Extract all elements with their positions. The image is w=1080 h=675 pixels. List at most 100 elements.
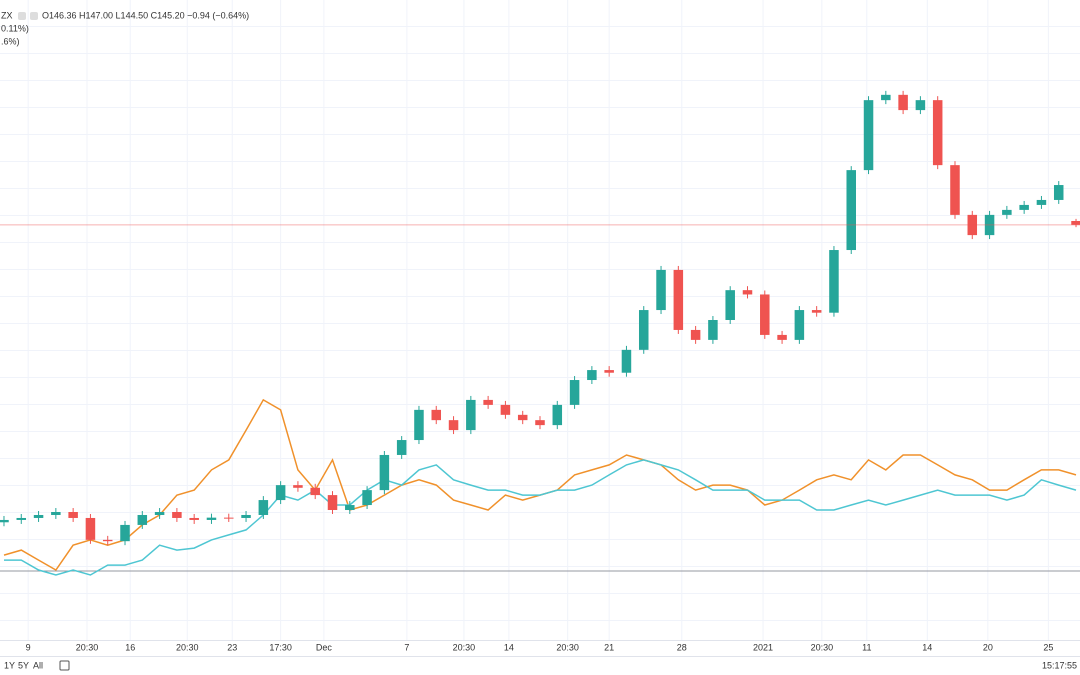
x-tick-label: 11 xyxy=(862,642,871,652)
candle-body xyxy=(0,519,9,523)
grid-background xyxy=(0,0,1080,640)
candle-body xyxy=(673,269,684,330)
plot-area xyxy=(0,0,1080,640)
date-range-icon[interactable] xyxy=(59,660,70,671)
toolbar: 1Y 5Y All 15:17:55 xyxy=(4,660,1077,671)
compare-line xyxy=(4,459,1077,576)
candle-body xyxy=(275,485,286,501)
x-tick-label: 20:30 xyxy=(811,642,834,652)
candle-body xyxy=(379,454,390,491)
candle-body xyxy=(984,214,995,236)
x-tick-label: 14 xyxy=(922,642,932,652)
legend-ohlc: O146.36 H147.00 L144.50 C145.20 −0.94 (−… xyxy=(42,10,249,20)
candle-body xyxy=(967,214,978,236)
candle-body xyxy=(362,490,372,506)
candle-body xyxy=(569,380,580,405)
x-tick-label: 14 xyxy=(504,642,514,652)
candle-body xyxy=(51,512,61,515)
candle-body xyxy=(258,500,269,515)
candle-body xyxy=(535,420,545,426)
candle-body xyxy=(932,100,943,166)
candle-body xyxy=(396,440,407,455)
legend-icon xyxy=(18,12,26,20)
candle-body xyxy=(345,505,355,511)
x-tick-label: 7 xyxy=(404,642,409,652)
candle-body xyxy=(742,290,753,295)
candle-body xyxy=(327,495,338,511)
candle-body xyxy=(1053,185,1064,200)
candle-body xyxy=(206,517,217,520)
x-tick-label: 20:30 xyxy=(176,642,199,652)
candle-body xyxy=(33,514,44,518)
range-button[interactable]: All xyxy=(33,660,43,670)
candle-body xyxy=(760,294,770,335)
candle-body xyxy=(846,170,856,251)
x-tick-label: 9 xyxy=(26,642,31,652)
x-tick-label: 20 xyxy=(983,642,993,652)
candle-body xyxy=(656,269,666,311)
clock: 15:17:55 xyxy=(1042,660,1077,670)
legend-icon xyxy=(30,12,38,20)
legend-compare: .6%) xyxy=(1,36,20,46)
candle-body xyxy=(68,512,78,518)
range-button[interactable]: 5Y xyxy=(18,660,29,670)
candle-body xyxy=(500,404,511,415)
candle-body xyxy=(621,349,632,373)
candle-body xyxy=(310,487,320,496)
legend-compare: 0.11%) xyxy=(1,23,29,33)
candle-body xyxy=(552,404,563,426)
candle-body xyxy=(811,310,822,313)
x-tick-label: 21 xyxy=(604,642,614,652)
candle-body xyxy=(414,409,424,441)
x-tick-label: 17:30 xyxy=(269,642,292,652)
legend: ZX O146.36 H147.00 L144.50 C145.20 −0.94… xyxy=(1,10,249,20)
candle-body xyxy=(431,409,442,421)
range-button[interactable]: 1Y xyxy=(4,660,15,670)
x-tick-label: 28 xyxy=(677,642,687,652)
x-tick-label: 25 xyxy=(1043,642,1053,652)
x-tick-label: 23 xyxy=(227,642,237,652)
candle-body xyxy=(154,512,165,515)
candle-body xyxy=(448,420,459,431)
candle-body xyxy=(604,370,614,373)
candle-body xyxy=(172,512,182,518)
candle-body xyxy=(189,517,199,520)
x-tick-label: 16 xyxy=(125,642,135,652)
candle-body xyxy=(120,524,130,542)
candle-body xyxy=(915,100,926,111)
x-tick-label: 2021 xyxy=(753,642,773,652)
candle-body xyxy=(690,329,701,340)
candle-body xyxy=(102,539,113,542)
candle-body xyxy=(466,399,476,431)
candle-body xyxy=(16,517,27,520)
candle-body xyxy=(137,514,148,525)
candle-body xyxy=(638,310,649,350)
x-tick-label: 20:30 xyxy=(556,642,579,652)
x-tick-label: 20:30 xyxy=(453,642,476,652)
candle-body xyxy=(829,250,839,313)
candle-body xyxy=(587,370,597,381)
candle-body xyxy=(794,310,805,340)
candle-body xyxy=(241,514,251,518)
candle-body xyxy=(725,290,735,320)
candle-body xyxy=(483,399,493,405)
candle-body xyxy=(1036,199,1047,205)
candle-body xyxy=(881,94,891,101)
x-tick-label: 20:30 xyxy=(76,642,99,652)
candle-body xyxy=(950,165,960,215)
x-tick-label: Dec xyxy=(316,642,333,652)
candle-body xyxy=(1002,209,1012,215)
candle-body xyxy=(777,334,787,340)
candle-body xyxy=(863,100,874,171)
candle-body xyxy=(224,517,234,519)
candle-body xyxy=(85,517,96,540)
candle-body xyxy=(1071,220,1080,225)
candle-body xyxy=(293,485,303,488)
candle-body xyxy=(708,320,718,340)
candle-body xyxy=(898,94,908,111)
candle-body xyxy=(1019,204,1029,210)
candle-body xyxy=(517,414,528,421)
legend-symbol: ZX xyxy=(1,10,13,20)
